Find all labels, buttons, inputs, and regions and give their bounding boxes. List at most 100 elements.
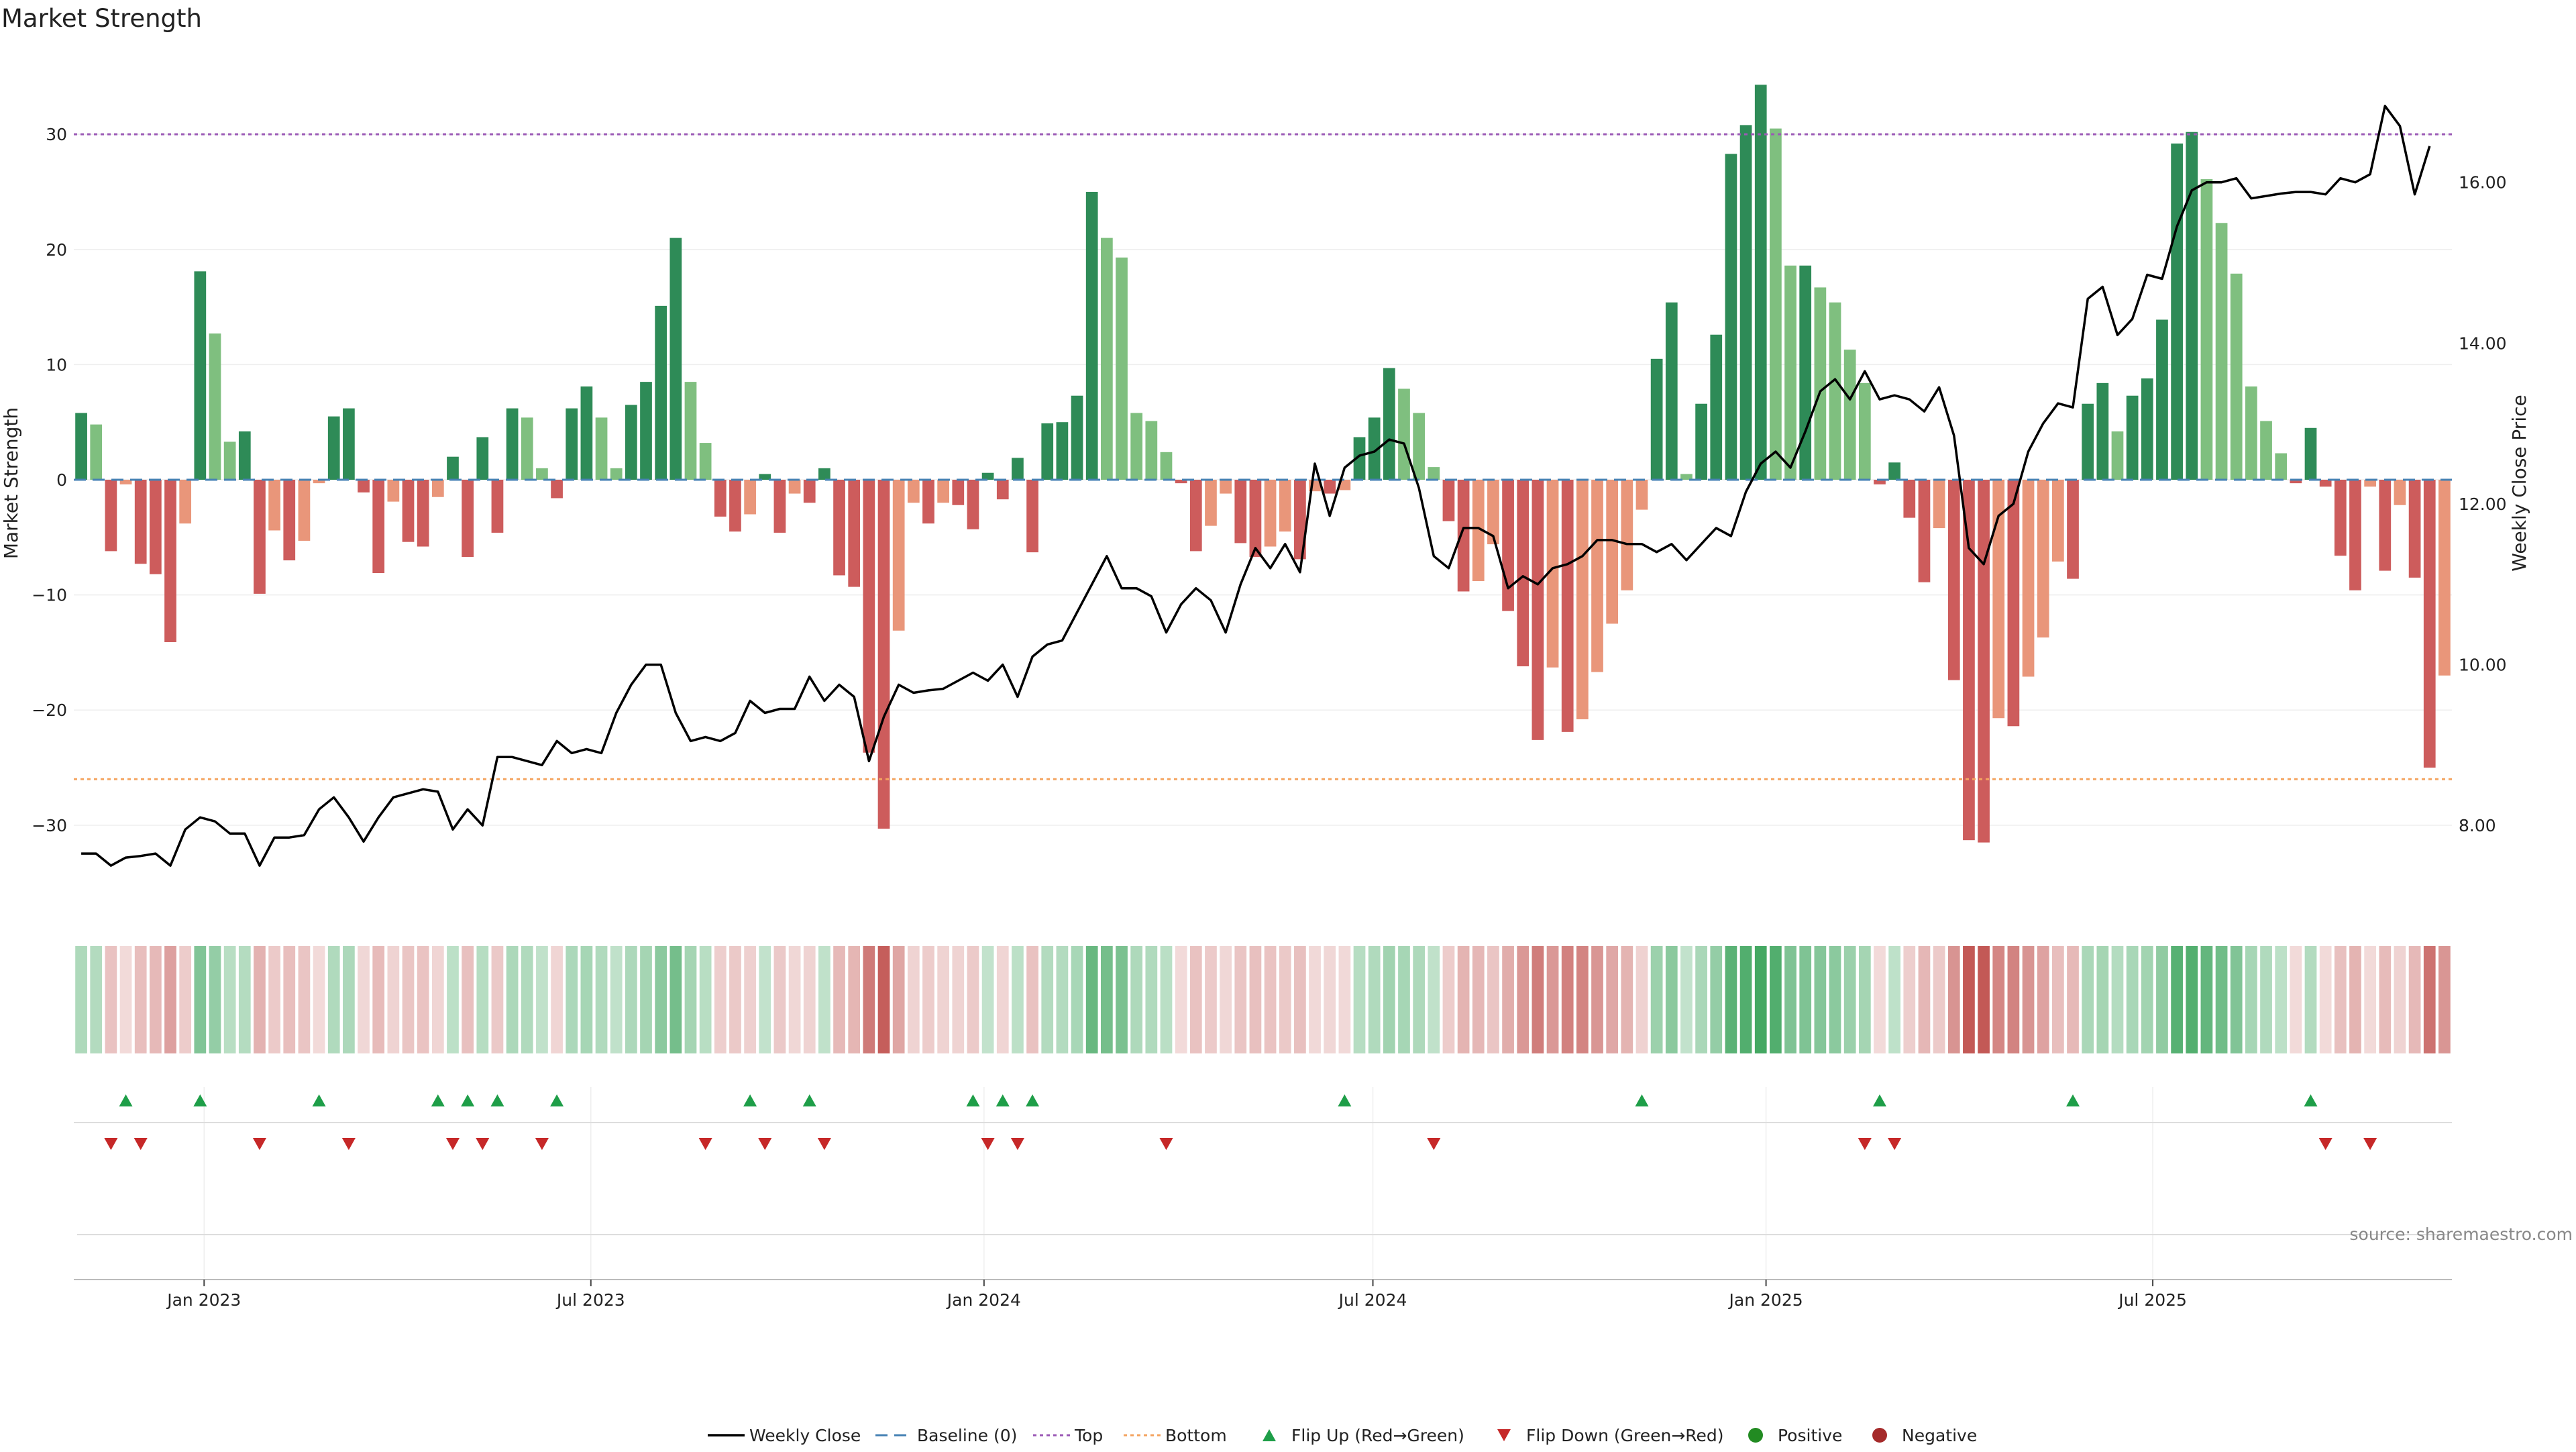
flip-up-marker [431, 1094, 445, 1106]
strength-bar [1517, 480, 1529, 667]
weekly-close-line [81, 105, 2431, 867]
strength-bar [2230, 273, 2243, 480]
strength-bar [2141, 378, 2153, 480]
heat-cell [1220, 946, 1232, 1053]
strength-bar [2215, 223, 2228, 480]
strength-bar [372, 480, 385, 574]
strength-bar [1903, 480, 1916, 518]
strength-bar [476, 437, 489, 480]
heat-cell [2364, 946, 2377, 1053]
flip-down-marker [2318, 1138, 2332, 1150]
heat-cell [1933, 946, 1945, 1053]
heat-cell [254, 946, 266, 1053]
heat-cell [2051, 946, 2064, 1053]
heat-cell [610, 946, 623, 1053]
heat-cell [2141, 946, 2153, 1053]
heat-cell [1784, 946, 1796, 1053]
strength-bar [2156, 319, 2168, 480]
heat-cell [2126, 946, 2139, 1053]
y-tick-label: −10 [32, 586, 67, 605]
heat-cell [2290, 946, 2302, 1053]
heat-cell [134, 946, 147, 1053]
strength-bar [1591, 480, 1603, 672]
strength-bar [1294, 480, 1306, 560]
strength-bar [1695, 403, 1707, 480]
heat-cell [1591, 946, 1603, 1053]
strength-bar [1071, 395, 1083, 480]
strength-bar [1561, 480, 1574, 732]
heat-cell [967, 946, 979, 1053]
heat-cell [1457, 946, 1470, 1053]
heat-cell [2260, 946, 2272, 1053]
strength-bar [1650, 358, 1663, 480]
strength-bar [1324, 480, 1336, 494]
flip-up-marker [312, 1094, 326, 1106]
heat-cell [1085, 946, 1098, 1053]
heat-cell [699, 946, 712, 1053]
legend-label: Positive [1778, 1426, 1842, 1445]
heat-cell [2067, 946, 2079, 1053]
heat-cell [1205, 946, 1217, 1053]
strength-bar [2245, 386, 2257, 480]
strength-bar [1234, 480, 1247, 543]
strength-bar [640, 382, 652, 480]
heat-cell [238, 946, 251, 1053]
heat-cell [2394, 946, 2406, 1053]
heat-cell [1398, 946, 1410, 1053]
heat-cell [1189, 946, 1202, 1053]
heat-cell [2096, 946, 2109, 1053]
strength-bar [2364, 480, 2377, 487]
strength-bar [313, 480, 325, 484]
strength-bar [788, 480, 801, 494]
strength-bar [1398, 388, 1410, 480]
flip-up-marker [1872, 1094, 1886, 1106]
heat-cell [1576, 946, 1589, 1053]
heat-cell [1858, 946, 1871, 1053]
heat-cell [1294, 946, 1306, 1053]
heat-cell [119, 946, 132, 1053]
strength-bar [2037, 480, 2049, 638]
strength-bar [1635, 480, 1648, 510]
strength-bar [1487, 480, 1499, 545]
legend-label: Top [1074, 1426, 1103, 1445]
heat-cell [1546, 946, 1559, 1053]
heat-cell [996, 946, 1009, 1053]
heat-cell [1116, 946, 1128, 1053]
heat-cell [1888, 946, 1901, 1053]
strength-bar [2319, 480, 2332, 487]
strength-bar [1041, 423, 1054, 480]
x-tick-label: Jul 2023 [555, 1290, 625, 1310]
strength-bar [1725, 154, 1737, 480]
strength-bar [2007, 480, 2020, 727]
heat-cell [595, 946, 608, 1053]
heat-cell [149, 946, 162, 1053]
strength-bar [1368, 417, 1381, 480]
flip-down-marker [1427, 1138, 1441, 1150]
strength-bar [1680, 474, 1693, 480]
heat-cell [729, 946, 741, 1053]
heat-cell [2111, 946, 2124, 1053]
strength-bar [2171, 143, 2183, 480]
heat-cell [2319, 946, 2332, 1053]
strength-bar [2111, 431, 2124, 480]
heat-cell [1695, 946, 1707, 1053]
heat-cell [2304, 946, 2317, 1053]
strength-bar [149, 480, 162, 574]
flip-down-marker [758, 1138, 772, 1150]
strength-bar [833, 480, 845, 576]
strength-bar [937, 480, 950, 503]
strength-bar [1175, 480, 1187, 484]
strength-bar [2379, 480, 2392, 571]
heat-cell [1234, 946, 1247, 1053]
heat-cell [1056, 946, 1069, 1053]
strength-bar [1472, 480, 1485, 582]
heat-cell [75, 946, 87, 1053]
heat-cell [833, 946, 845, 1053]
y2-tick-label: 14.00 [2459, 333, 2507, 353]
strength-bar [491, 480, 504, 533]
heat-cell [1442, 946, 1455, 1053]
flip-down-marker [1010, 1138, 1024, 1150]
strength-bar [1249, 480, 1262, 557]
strength-bar [209, 333, 221, 480]
heat-cell [669, 946, 682, 1053]
